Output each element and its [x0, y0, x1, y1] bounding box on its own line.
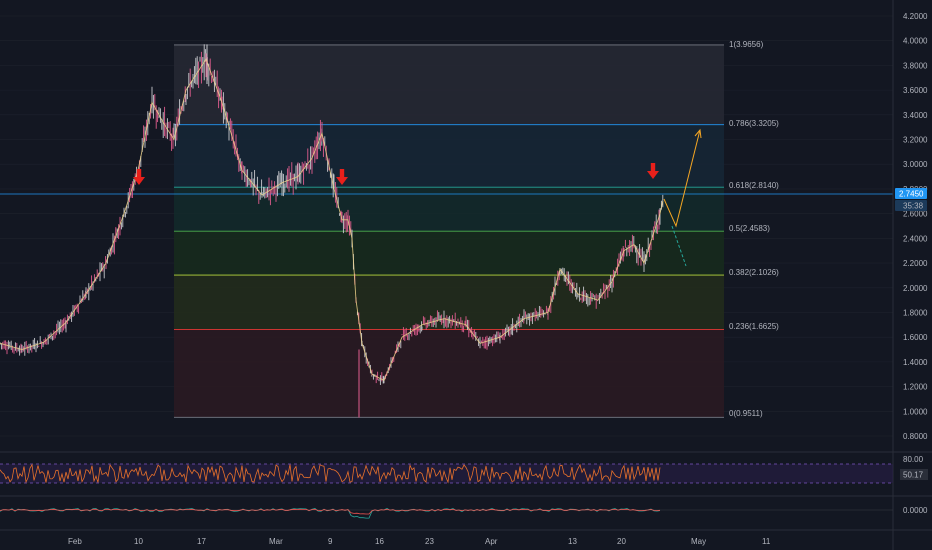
rsi-band-fill [0, 464, 893, 483]
fib-level-labels: 1(3.9656) 0.786(3.3205) 0.618(2.8140) 0.… [729, 40, 779, 418]
rsi-value-badge [900, 469, 928, 480]
fib-label-0: 0(0.9511) [729, 409, 763, 418]
countdown-badge [895, 200, 927, 211]
fib-label-05: 0.5(2.4583) [729, 224, 770, 233]
price-tick: 1.4000 [903, 358, 928, 367]
price-tick: 1.2000 [903, 383, 928, 392]
time-tick: Mar [269, 537, 283, 546]
current-price-badge [895, 188, 927, 199]
time-tick: 13 [568, 537, 577, 546]
fib-zone [174, 231, 724, 276]
current-price-value: 2.7450 [899, 190, 924, 199]
price-series[interactable] [0, 44, 664, 418]
fib-zone [174, 275, 724, 330]
rsi-value: 50.17 [903, 471, 924, 480]
fib-zone [174, 187, 724, 232]
time-tick: Feb [68, 537, 82, 546]
rsi-tick-80: 80.00 [903, 455, 924, 464]
time-tick: 20 [617, 537, 626, 546]
fib-label-0786: 0.786(3.3205) [729, 119, 779, 128]
price-tick: 4.0000 [903, 37, 928, 46]
price-scale[interactable]: 4.2000 4.0000 3.8000 3.6000 3.4000 3.2000 3.00… [892, 0, 932, 550]
price-tick: 3.8000 [903, 61, 928, 70]
projection-down-path [671, 225, 687, 267]
down-arrow-icon [647, 163, 659, 179]
price-tick: 4.2000 [903, 12, 928, 21]
price-scale-background [893, 0, 932, 452]
time-tick: 11 [762, 537, 771, 546]
price-tick: 3.0000 [903, 160, 928, 169]
projection-arrows [663, 128, 702, 267]
price-tick: 3.6000 [903, 86, 928, 95]
price-tick: 1.0000 [903, 407, 928, 416]
fib-label-0382: 0.382(2.1026) [729, 268, 779, 277]
fib-level-lines[interactable] [174, 44, 724, 418]
fib-label-1: 1(3.9656) [729, 40, 764, 49]
fib-zone-fills [174, 44, 724, 418]
fib-zone [174, 44, 724, 125]
time-tick: 10 [134, 537, 143, 546]
rsi-pane[interactable]: 80.00 50.17 [0, 451, 932, 484]
down-arrow-icon [133, 169, 145, 185]
price-tick: 3.4000 [903, 111, 928, 120]
price-tick: 1.6000 [903, 333, 928, 342]
price-tick: 1.8000 [903, 308, 928, 317]
time-tick: 17 [197, 537, 206, 546]
time-tick: 16 [375, 537, 384, 546]
projection-up-arrowhead [694, 128, 702, 139]
bar-countdown: 35:38 [903, 202, 924, 211]
projection-up-path [663, 129, 701, 228]
price-tick: 2.4000 [903, 234, 928, 243]
time-tick: Apr [485, 537, 498, 546]
fib-zone [174, 124, 724, 188]
fib-label-0236: 0.236(1.6625) [729, 322, 779, 331]
fib-zone [174, 329, 724, 418]
time-axis[interactable]: Feb 10 17 Mar 9 16 23 Apr 13 20 May 11 [0, 529, 932, 546]
time-tick: 23 [425, 537, 434, 546]
price-tick: 2.6000 [903, 210, 928, 219]
rsi-line [0, 463, 661, 484]
moving-average-line [0, 58, 664, 382]
macd-tick-0: 0.0000 [903, 506, 928, 515]
price-tick: 2.2000 [903, 259, 928, 268]
signal-line [0, 508, 661, 515]
time-tick: 9 [328, 537, 333, 546]
price-tick: 2.0000 [903, 284, 928, 293]
red-arrow-markers [133, 163, 659, 185]
macd-pane[interactable]: 0.0000 [0, 495, 932, 519]
time-tick: May [691, 537, 706, 546]
down-arrow-icon [336, 169, 348, 185]
price-tick: 0.8000 [903, 432, 928, 441]
price-tick: 3.2000 [903, 136, 928, 145]
fib-label-0618: 0.618(2.8140) [729, 181, 779, 190]
